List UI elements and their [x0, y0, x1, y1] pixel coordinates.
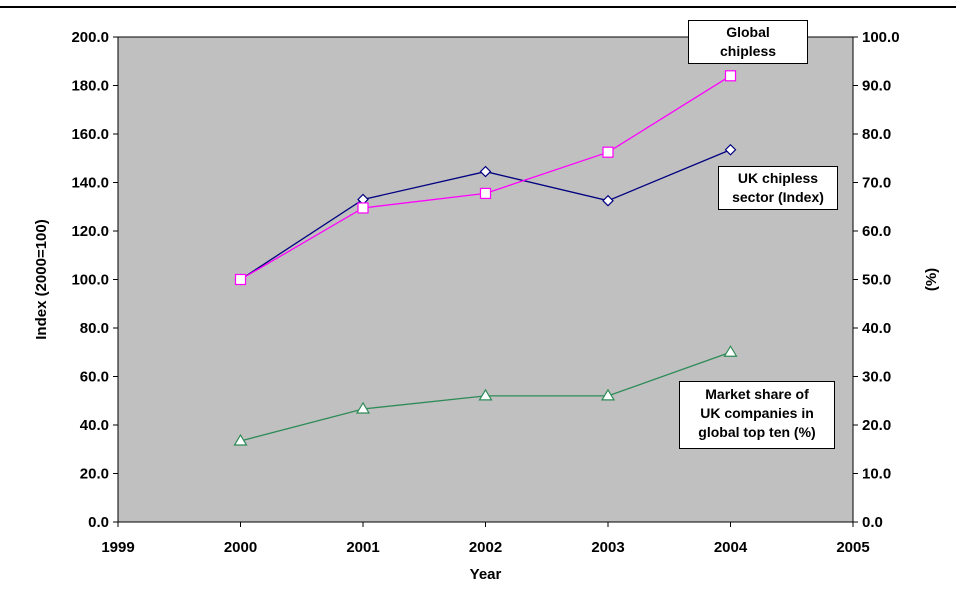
- y-left-tick-label: 40.0: [80, 417, 109, 434]
- point-square: [357, 202, 369, 214]
- y-left-tick-label: 0.0: [88, 514, 109, 531]
- y-right-tick-label: 40.0: [862, 320, 891, 337]
- point-triangle: [355, 401, 371, 414]
- y-left-tick-label: 20.0: [80, 466, 109, 483]
- point-square: [234, 273, 247, 286]
- y-right-tick-label: 30.0: [862, 369, 891, 386]
- point-square: [602, 146, 614, 158]
- y-left-tick-label: 180.0: [71, 78, 109, 95]
- y-left-axis-title: Index (2000=100): [33, 219, 50, 340]
- x-tick-label: 2004: [714, 539, 748, 556]
- y-right-tick-label: 100.0: [862, 29, 900, 46]
- y-right-tick-label: 50.0: [862, 272, 891, 289]
- y-left-tick-label: 60.0: [80, 369, 109, 386]
- y-right-tick-label: 10.0: [862, 466, 891, 483]
- y-right-axis-title: (%): [923, 268, 940, 291]
- y-left-tick-label: 120.0: [71, 223, 109, 240]
- point-triangle: [600, 388, 616, 401]
- callout-uk-chipless: UK chipless sector (Index): [718, 166, 838, 210]
- point-square: [479, 187, 492, 200]
- x-tick-label: 2000: [224, 539, 257, 556]
- point-square: [724, 70, 737, 82]
- callout-global-chipless: Global chipless: [688, 20, 808, 64]
- x-tick-label: 2002: [469, 539, 502, 556]
- callout-market-share: Market share of UK companies in global t…: [679, 381, 835, 449]
- point-diamond: [479, 165, 492, 178]
- y-right-tick-label: 80.0: [862, 126, 891, 143]
- y-left-tick-label: 160.0: [71, 126, 109, 143]
- x-tick-label: 2005: [836, 539, 869, 556]
- y-left-tick-label: 100.0: [71, 272, 109, 289]
- point-diamond: [602, 194, 614, 207]
- point-diamond: [724, 143, 737, 156]
- plot-area: [117, 36, 854, 523]
- y-left-tick-label: 200.0: [71, 29, 109, 46]
- y-right-tick-label: 20.0: [862, 417, 891, 434]
- y-right-tick-label: 70.0: [862, 175, 891, 192]
- point-triangle: [723, 345, 738, 357]
- top-rule: [0, 6, 956, 8]
- y-right-tick-label: 90.0: [862, 78, 891, 95]
- x-axis-title: Year: [470, 566, 502, 583]
- x-tick-label: 1999: [101, 539, 134, 556]
- point-triangle: [233, 433, 248, 446]
- y-right-tick-label: 60.0: [862, 223, 891, 240]
- y-left-tick-label: 140.0: [71, 175, 109, 192]
- point-triangle: [478, 388, 493, 401]
- x-tick-label: 2001: [346, 539, 379, 556]
- y-right-tick-label: 0.0: [862, 514, 883, 531]
- x-tick-label: 2003: [591, 539, 624, 556]
- y-left-tick-label: 80.0: [80, 320, 109, 337]
